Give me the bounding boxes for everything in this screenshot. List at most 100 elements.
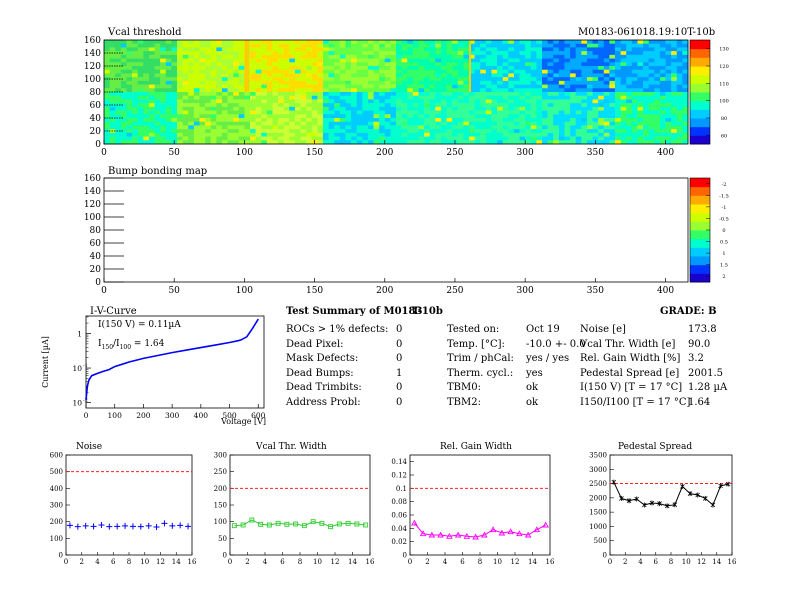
palette-label: 130	[719, 47, 729, 53]
vcal-cell	[193, 110, 200, 115]
vcal-cell	[547, 43, 554, 48]
vcal-cell	[255, 106, 262, 111]
vcal-cell	[216, 62, 223, 67]
x-tick-label: 0	[64, 558, 68, 566]
vcal-cell	[160, 118, 167, 123]
vcal-cell	[210, 58, 217, 63]
vcal-cell	[435, 140, 442, 145]
vcal-cell	[143, 140, 150, 145]
vcal-cell	[334, 73, 341, 78]
vcal-cell	[536, 118, 543, 123]
vcal-cell	[592, 66, 599, 71]
vcal-cell	[643, 54, 649, 59]
vcal-cell	[474, 114, 481, 119]
vcal-cell	[648, 125, 655, 130]
vcal-cell	[165, 62, 172, 67]
vcal-cell	[637, 77, 644, 82]
vcal-cell	[379, 95, 386, 100]
vcal-cell	[148, 80, 155, 85]
vcal-cell	[317, 73, 324, 78]
vcal-cell	[227, 103, 234, 108]
vcal-cell	[485, 80, 492, 85]
vcal-cell	[553, 80, 560, 85]
vcal-cell	[351, 80, 357, 85]
vcal-cell	[362, 58, 369, 63]
vcal-cell	[547, 132, 554, 137]
vcal-cell	[261, 51, 268, 56]
vcal-cell	[396, 125, 402, 130]
vcal-cell	[553, 99, 560, 104]
vcal-cell	[233, 54, 240, 59]
vcal-cell	[631, 80, 638, 85]
vcal-cell	[278, 66, 284, 71]
vcal-cell	[177, 92, 183, 97]
vcal-cell	[238, 51, 245, 56]
vcal-cell	[480, 40, 487, 45]
vcal-cell	[609, 125, 616, 130]
vcal-cell	[446, 77, 453, 82]
vcal-cell	[643, 110, 649, 115]
vcal-cell	[210, 73, 217, 78]
vcal-cell	[160, 47, 167, 52]
palette-swatch	[690, 48, 710, 58]
vcal-cell	[525, 47, 532, 52]
vcal-cell	[132, 43, 138, 48]
vcal-cell	[272, 140, 279, 145]
vcal-cell	[615, 121, 621, 126]
vcal-cell	[205, 80, 211, 85]
vcal-cell	[654, 40, 661, 45]
data-point	[542, 521, 549, 528]
vcal-cell	[379, 40, 386, 45]
vcal-cell	[193, 77, 200, 82]
vcal-cell	[564, 136, 571, 141]
vcal-cell	[210, 43, 217, 48]
vcal-cell	[126, 114, 133, 119]
vcal-cell	[446, 43, 453, 48]
vcal-cell	[193, 95, 200, 100]
vcal-cell	[379, 92, 386, 97]
vcal-cell	[356, 92, 363, 97]
vcal-cell	[463, 140, 470, 145]
vcal-cell	[171, 95, 178, 100]
vcal-cell	[502, 110, 509, 115]
x-tick-label: 200	[376, 286, 393, 296]
vcal-cell	[351, 77, 357, 82]
vcal-cell	[491, 125, 498, 130]
vcal-cell	[401, 99, 408, 104]
vcal-cell	[508, 136, 515, 141]
vcal-cell	[328, 106, 335, 111]
vcal-cell	[485, 66, 492, 71]
vcal-cell	[429, 43, 436, 48]
vcal-cell	[109, 110, 116, 115]
vcal-cell	[570, 40, 576, 45]
vcal-cell	[311, 129, 318, 134]
vcal-cell	[429, 51, 436, 56]
vcal-cell	[452, 40, 459, 45]
vcal-cell	[272, 66, 279, 71]
vcal-cell	[306, 77, 313, 82]
vcal-cell	[278, 51, 284, 56]
vcal-cell	[250, 80, 256, 85]
vcal-cell	[244, 129, 251, 134]
iv-x-tick-label: 400	[194, 411, 209, 420]
vcal-cell	[513, 110, 520, 115]
vcal-cell	[283, 132, 290, 137]
vcal-cell	[553, 132, 560, 137]
vcal-cell	[210, 69, 217, 74]
vcal-cell	[199, 140, 206, 145]
vcal-cell	[626, 132, 633, 137]
vcal-cell	[356, 118, 363, 123]
summary-label: Address Probl:	[286, 396, 361, 408]
vcal-cell	[570, 58, 576, 63]
vcal-cell	[463, 110, 470, 115]
summary-value: 2001.5	[688, 367, 723, 379]
vcal-cell	[446, 88, 453, 93]
vcal-cell	[311, 95, 318, 100]
vcal-cell	[255, 43, 262, 48]
vcal-cell	[294, 99, 301, 104]
vcal-cell	[575, 132, 582, 137]
vcal-cell	[334, 125, 341, 130]
vcal-cell	[682, 80, 689, 85]
vcal-cell	[126, 51, 133, 56]
vcal-cell	[682, 110, 689, 115]
